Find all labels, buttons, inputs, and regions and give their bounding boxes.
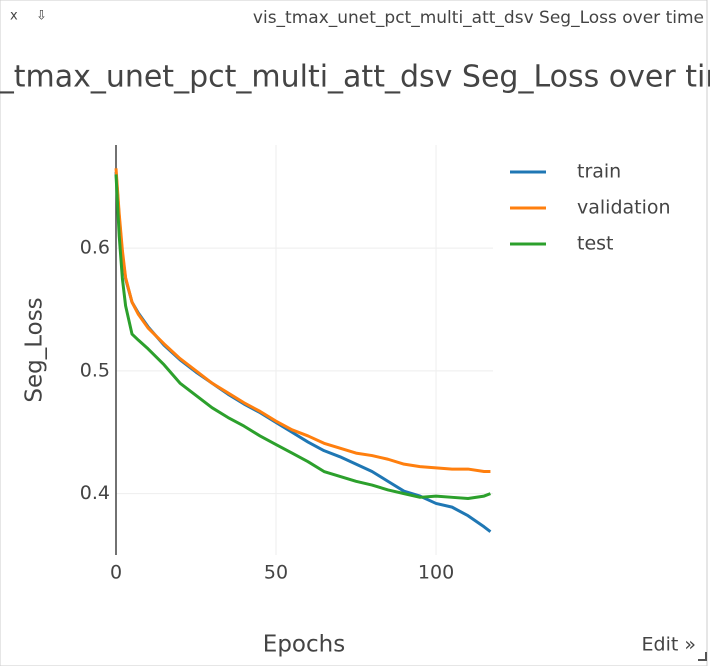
x-tick-label: 50 — [264, 562, 288, 584]
line — [114, 168, 491, 474]
chart-title: vis_tmax_unet_pct_multi_att_dsv Seg_Loss… — [0, 60, 710, 95]
y-tick-label: 0.5 — [80, 359, 110, 381]
legend-label: train — [577, 161, 621, 183]
x-tick-label: 0 — [110, 562, 122, 584]
x-axis-label: Epochs — [263, 632, 345, 658]
x-tick-label: 100 — [418, 562, 454, 584]
y-axis-label: Seg_Loss — [22, 297, 48, 402]
legend-label: test — [577, 233, 614, 255]
edit-link[interactable]: Edit » — [642, 634, 696, 656]
resize-handle[interactable] — [698, 652, 707, 661]
legend-label: validation — [577, 197, 671, 219]
close-button[interactable]: x — [10, 9, 18, 24]
line — [114, 174, 491, 501]
window-title: vis_tmax_unet_pct_multi_att_dsv Seg_Loss… — [253, 8, 704, 28]
y-tick-label: 0.4 — [80, 482, 110, 504]
y-tick-label: 0.6 — [80, 237, 110, 259]
download-button[interactable]: ⇩ — [36, 9, 47, 24]
